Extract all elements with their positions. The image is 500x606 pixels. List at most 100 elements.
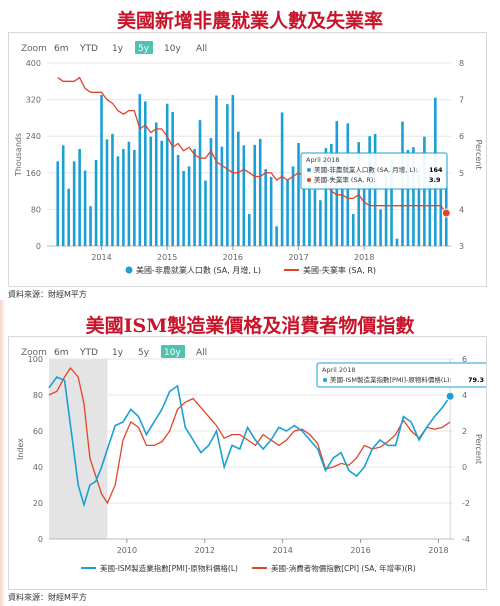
chart1-bar <box>264 169 267 246</box>
chart1-tooltip-label: 美國-失業率 (SA, R): <box>314 175 376 184</box>
chart1-bar <box>302 171 306 246</box>
chart2-zoom-5y[interactable]: 5y <box>138 348 150 358</box>
chart2-yright-tick: -4 <box>462 535 470 544</box>
chart2-zoom-label: Zoom <box>21 348 47 358</box>
chart1-bar <box>149 136 153 246</box>
chart1-xtick: 2015 <box>157 253 177 262</box>
chart1-bar <box>198 120 202 246</box>
chart2-tooltip-label: 美國-ISM製造業指數[PMI]-原物料價格(L): <box>330 375 452 384</box>
chart1-tooltip-dot <box>307 178 311 182</box>
chart2-yleft-tick: 100 <box>28 355 43 364</box>
chart1-hover-marker[interactable] <box>441 208 451 218</box>
chart1-xtick: 2018 <box>354 253 374 262</box>
chart1-yright-tick: 4 <box>459 205 464 214</box>
chart1-bar <box>368 136 371 246</box>
chart1-tooltip-value: 164 <box>429 166 443 174</box>
chart2-legend-ism[interactable]: 美國-ISM製造業指數[PMI]-原物料價格(L) <box>100 563 238 573</box>
chart1-bar <box>373 133 377 246</box>
chart1-bar <box>308 178 311 246</box>
chart1-bar <box>269 176 273 246</box>
chart1-bar <box>176 154 180 246</box>
chart1-bar <box>237 131 240 246</box>
chart1-bar <box>253 144 257 246</box>
chart1-xtick: 2016 <box>223 253 243 262</box>
chart1-bar <box>111 133 114 246</box>
chart1-zoom-label: Zoom <box>21 44 47 54</box>
chart1-bar <box>89 206 92 246</box>
chart2-yleft-tick: 20 <box>33 499 43 508</box>
chart1-bar <box>133 149 136 246</box>
chart1-bar <box>122 149 125 246</box>
chart1-bar <box>78 149 81 246</box>
chart1-bar <box>280 112 284 246</box>
chart1-yleft-tick: 400 <box>26 59 41 68</box>
chart2-yleft-tick: 40 <box>33 463 43 472</box>
chart1-bar <box>220 146 224 246</box>
chart1-bar <box>444 170 448 246</box>
chart1-yright-tick: 8 <box>459 59 464 68</box>
chart2-zoom-6m[interactable]: 6m <box>54 348 69 358</box>
chart2-zoom-1y[interactable]: 1y <box>112 348 124 358</box>
chart1-tooltip-box <box>300 152 448 190</box>
chart1-zoom-selected-bg <box>135 41 153 54</box>
chart2-yleft-tick: 80 <box>33 391 43 400</box>
chart2-yright-tick: 0 <box>462 463 467 472</box>
chart2-zoom-10y[interactable]: 10y <box>164 348 181 358</box>
chart1-bar <box>439 184 443 246</box>
chart1-yleft-tick: 320 <box>26 96 41 105</box>
chart1-legend-line[interactable]: 美國-失業率 (SA, R) <box>303 265 376 275</box>
panel1-source: 資料來源：財經M平方 <box>8 290 87 299</box>
chart2-tooltip-dot <box>323 378 327 382</box>
chart1-zoom-1y[interactable]: 1y <box>112 44 124 54</box>
chart1-bar <box>340 173 344 246</box>
chart1-tooltip-dot <box>307 168 311 172</box>
chart1-bar <box>182 170 185 246</box>
chart1-bar <box>116 156 120 246</box>
chart1-zoom-YTD[interactable]: YTD <box>79 44 98 54</box>
chart2-zoom-selected-bg <box>161 345 185 358</box>
chart1-zoom-5y[interactable]: 5y <box>138 44 150 54</box>
chart1-bar <box>160 140 164 246</box>
chart1-zoom-10y[interactable]: 10y <box>164 44 181 54</box>
panel1-title: 美國新增非農就業人數及失業率 <box>116 10 383 32</box>
chart2-yright-label: Percent <box>474 434 483 464</box>
chart1-bar <box>105 139 109 246</box>
chart1-yright-tick: 6 <box>459 132 464 141</box>
chart1-zoom-All[interactable]: All <box>196 44 207 54</box>
chart2-xtick: 2016 <box>350 546 370 555</box>
chart1-zoom-6m[interactable]: 6m <box>54 44 69 54</box>
chart1-bar <box>67 188 70 246</box>
chart2-yleft-tick: 0 <box>38 535 43 544</box>
chart1-yleft-tick: 160 <box>26 169 41 178</box>
chart1-tooltip-label: 美國-非農就業人口數 (SA, 月增, L): <box>314 165 418 174</box>
chart2-xtick: 2018 <box>428 546 448 555</box>
chart2-zoom-YTD[interactable]: YTD <box>79 348 98 358</box>
chart2-yright-tick: -2 <box>462 499 470 508</box>
chart2-xtick: 2012 <box>195 546 215 555</box>
chart1-line-unemployment <box>57 76 447 214</box>
chart1-bar <box>362 184 366 246</box>
chart1-xtick: 2014 <box>91 253 111 262</box>
chart1-bar <box>286 180 289 246</box>
chart1-bar <box>83 170 87 246</box>
chart1-bar <box>187 166 191 246</box>
chart2-zoom-All[interactable]: All <box>196 348 207 358</box>
chart1-bar <box>330 143 333 246</box>
chart1-bar <box>231 95 235 247</box>
chart2-hover-marker[interactable] <box>445 391 455 401</box>
chart2-legend-cpi[interactable]: 美國-消費者物價指數[CPI] (SA, 年增率)(R) <box>271 563 416 573</box>
chart1-bar <box>412 147 415 246</box>
chart1-bar <box>171 111 174 246</box>
decorative-gradient <box>0 300 6 606</box>
chart2-svg: Zoom 6m YTD 1y 5y 10y All 0 20 40 60 80 100 -4 -2 0 2 4 6 I… <box>16 345 488 573</box>
chart1-bar <box>165 103 169 246</box>
chart1-legend-bar[interactable]: 美國-非農就業人口數 (SA, 月增, L) <box>136 265 261 275</box>
chart1-bar <box>226 104 229 246</box>
chart1-bar <box>72 161 76 246</box>
chart1-yright-tick: 5 <box>459 169 464 178</box>
chart1-bar <box>100 95 103 247</box>
chart2-xtick: 2014 <box>272 546 292 555</box>
chart1-yright-tick: 7 <box>459 96 464 105</box>
chart1-bar <box>379 209 382 246</box>
chart1-bar <box>319 200 322 246</box>
